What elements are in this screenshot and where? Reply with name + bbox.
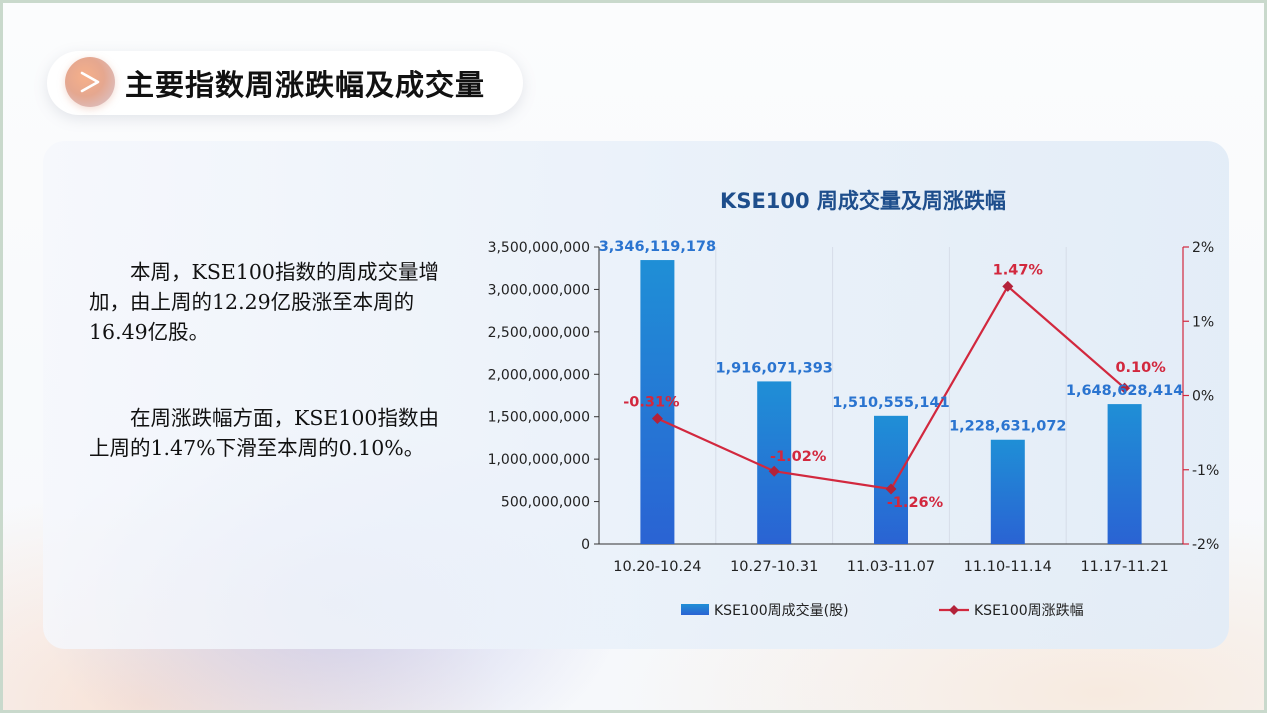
change-line	[651, 280, 1131, 495]
left-axis-tick-label: 3,500,000,000	[488, 240, 590, 256]
left-axis-tick-label: 1,500,000,000	[488, 410, 590, 426]
volume-bar	[990, 439, 1025, 544]
change-point-marker	[651, 413, 663, 425]
change-point-marker	[885, 483, 897, 495]
change-point-marker	[1002, 280, 1014, 292]
right-axis-tick-label: 1%	[1192, 314, 1214, 330]
page-title: 主要指数周涨跌幅及成交量	[125, 68, 486, 102]
volume-bar-label: 3,346,119,178	[599, 239, 716, 255]
volume-bar-label: 1,228,631,072	[949, 419, 1066, 435]
change-point-marker	[1119, 382, 1131, 394]
left-axis-tick-label: 3,000,000,000	[488, 282, 590, 298]
volume-change-chart: 0 500,000,000 1,000,000,000 1,500,000,000 2,…	[488, 239, 1220, 619]
legend-line-marker	[949, 605, 959, 615]
content-card	[43, 141, 1229, 649]
volume-bar-label: 1,916,071,393	[715, 360, 832, 376]
legend-line-label: KSE100周涨跌幅	[974, 603, 1084, 619]
summary-paragraph-change: 在周涨跌幅方面，KSE100指数由上周的1.47%下滑至本周的0.10%。	[89, 406, 439, 460]
volume-bar	[757, 381, 792, 544]
chart-title: KSE100 周成交量及周涨跌幅	[720, 189, 1006, 213]
change-point-label: 0.10%	[1115, 360, 1166, 376]
title-pill	[47, 51, 523, 115]
grid-lines	[715, 247, 1067, 544]
x-axis-tick-label: 11.03-11.07	[847, 559, 935, 575]
left-axis-tick-label: 2,500,000,000	[488, 325, 590, 341]
right-axis-tick-label: -1%	[1192, 463, 1219, 479]
volume-bar	[874, 415, 908, 544]
volume-bar	[640, 260, 675, 544]
arrow-badge-icon	[65, 57, 115, 107]
change-point-label: -0.31%	[623, 395, 680, 411]
left-axis-tick-label: 500,000,000	[501, 495, 590, 511]
change-point-label: 1.47%	[993, 262, 1044, 278]
change-point-marker	[768, 465, 780, 477]
x-axis-tick-label: 11.17-11.21	[1080, 559, 1168, 575]
volume-bar	[1107, 404, 1142, 544]
x-axis-tick-label: 10.20-10.24	[613, 559, 701, 575]
legend-bar-swatch	[681, 604, 709, 615]
change-point-label: -1.02%	[770, 449, 827, 465]
data-labels: 3,346,119,1781,916,071,3931,510,555,1411…	[599, 239, 1184, 511]
legend-bar-label: KSE100周成交量(股)	[714, 602, 849, 619]
x-axis-tick-label: 10.27-10.31	[730, 559, 818, 575]
volume-bar-label: 1,510,555,141	[832, 395, 949, 411]
left-axis-tick-label: 1,000,000,000	[488, 452, 590, 468]
right-axis-tick-label: 0%	[1192, 389, 1214, 405]
change-point-label: -1.26%	[887, 495, 944, 511]
chart-legend: KSE100周成交量(股) KSE100周涨跌幅	[681, 602, 1084, 619]
x-axis-tick-label: 11.10-11.14	[964, 559, 1052, 575]
axes: 0 500,000,000 1,000,000,000 1,500,000,000 2,…	[488, 240, 1220, 575]
summary-paragraph-volume: 本周，KSE100指数的周成交量增加，由上周的12.29亿股涨至本周的16.49…	[89, 260, 439, 344]
volume-bar-label: 1,648,628,414	[1066, 383, 1183, 399]
right-axis-tick-label: -2%	[1192, 537, 1219, 553]
volume-bars	[640, 260, 1142, 544]
left-axis-tick-label: 2,000,000,000	[488, 367, 590, 383]
left-axis-tick-label: 0	[581, 537, 590, 553]
right-axis-tick-label: 2%	[1192, 240, 1214, 256]
